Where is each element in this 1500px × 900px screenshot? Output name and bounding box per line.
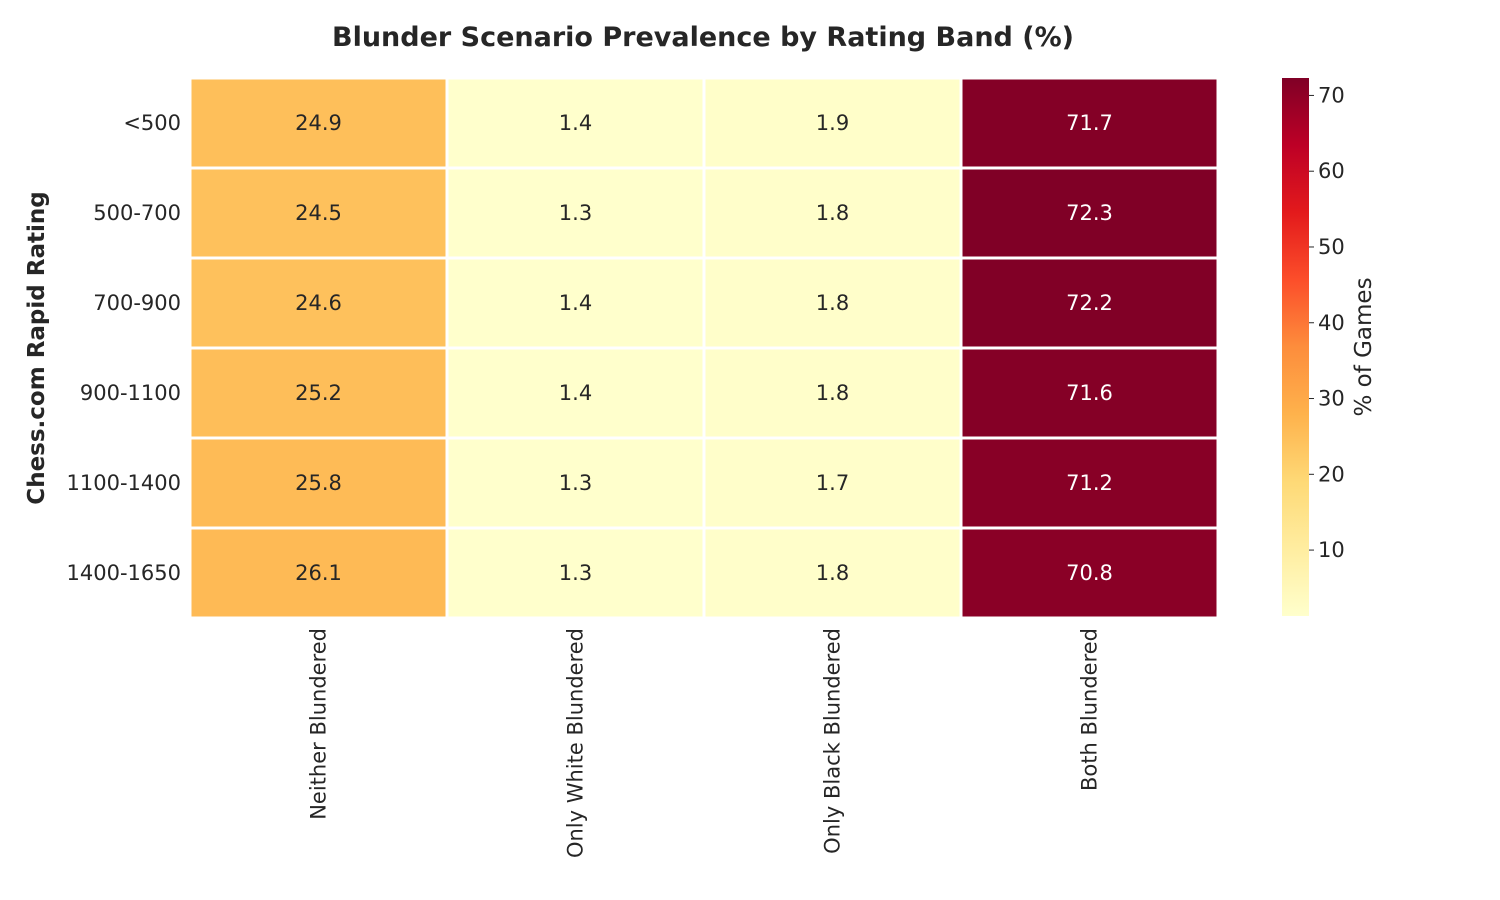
cell-value-label: 25.8	[295, 471, 342, 495]
cell-value-label: 1.4	[559, 381, 592, 405]
heatmap-cells: 24.9 1.4 1.9 71.7 24.5 1.3 1.8 72.3 24.6 1.4 1.8 72…	[188, 76, 1220, 620]
cell-value-label: 72.2	[1066, 291, 1113, 315]
colorbar-tick-label: 10	[1318, 538, 1345, 562]
heatmap-cell	[445, 346, 706, 440]
cell-value-label: 1.3	[559, 201, 592, 225]
cell-value-label: 24.5	[295, 201, 342, 225]
colorbar-tick-label: 40	[1318, 311, 1345, 335]
cell-value-label: 70.8	[1066, 561, 1113, 585]
cell-value-label: 24.6	[295, 291, 342, 315]
heatmap-cell	[188, 526, 449, 620]
column-tick-labels: Neither Blundered Only White Blundered Onl…	[307, 628, 1102, 858]
colorbar	[1282, 78, 1309, 616]
heatmap-cell	[959, 166, 1220, 260]
cell-value-label: 71.2	[1066, 471, 1113, 495]
heatmap-cell	[959, 76, 1220, 170]
cell-value-label: 72.3	[1066, 201, 1113, 225]
row-tick-label: 700-900	[93, 291, 181, 315]
heatmap-cell	[959, 526, 1220, 620]
chart-title: Blunder Scenario Prevalence by Rating Ba…	[332, 22, 1074, 53]
heatmap-cell	[188, 76, 449, 170]
colorbar-tick-label: 50	[1318, 235, 1345, 259]
cell-value-label: 25.2	[295, 381, 342, 405]
column-tick-label: Both Blundered	[1078, 628, 1102, 791]
heatmap-cell	[445, 166, 706, 260]
column-tick-label: Only Black Blundered	[821, 628, 845, 854]
heatmap-cell	[188, 436, 449, 530]
heatmap-cell	[959, 256, 1220, 350]
colorbar-tick-label: 30	[1318, 387, 1345, 411]
heatmap-cell	[959, 436, 1220, 530]
cell-value-label: 1.8	[816, 201, 849, 225]
cell-value-label: 71.7	[1066, 111, 1113, 135]
heatmap-cell	[445, 436, 706, 530]
row-tick-labels: <500 500-700 700-900 900-1100 1100-1400 1400-…	[67, 111, 181, 585]
cell-value-label: 71.6	[1066, 381, 1113, 405]
heatmap-cell	[959, 346, 1220, 440]
colorbar-tick-label: 60	[1318, 159, 1345, 183]
colorbar-tick-labels: 10 20 30 40 50 60 70	[1309, 83, 1345, 562]
cell-value-label: 1.8	[816, 291, 849, 315]
colorbar-tick-label: 70	[1318, 83, 1345, 107]
heatmap-cell	[445, 76, 706, 170]
cell-value-label: 1.3	[559, 471, 592, 495]
heatmap-cell	[445, 526, 706, 620]
cell-value-label: 1.4	[559, 291, 592, 315]
row-tick-label: 900-1100	[80, 381, 181, 405]
cell-value-label: 26.1	[295, 561, 342, 585]
cell-value-label: 1.3	[559, 561, 592, 585]
row-tick-label: <500	[123, 111, 181, 135]
column-tick-label: Only White Blundered	[564, 628, 588, 858]
heatmap-cell	[702, 436, 963, 530]
cell-value-label: 1.4	[559, 111, 592, 135]
colorbar-tick-label: 20	[1318, 462, 1345, 486]
row-tick-label: 1400-1650	[67, 561, 181, 585]
cell-value-label: 1.8	[816, 561, 849, 585]
cell-value-label: 1.9	[816, 111, 849, 135]
cell-value-label: 1.7	[816, 471, 849, 495]
heatmap-cell	[445, 256, 706, 350]
cell-value-label: 24.9	[295, 111, 342, 135]
heatmap-cell	[702, 526, 963, 620]
row-tick-label: 500-700	[93, 201, 181, 225]
y-axis-label: Chess.com Rapid Rating	[24, 191, 50, 504]
cell-value-label: 1.8	[816, 381, 849, 405]
column-tick-label: Neither Blundered	[307, 628, 331, 820]
row-tick-label: 1100-1400	[67, 471, 181, 495]
colorbar-label: % of Games	[1351, 277, 1377, 416]
